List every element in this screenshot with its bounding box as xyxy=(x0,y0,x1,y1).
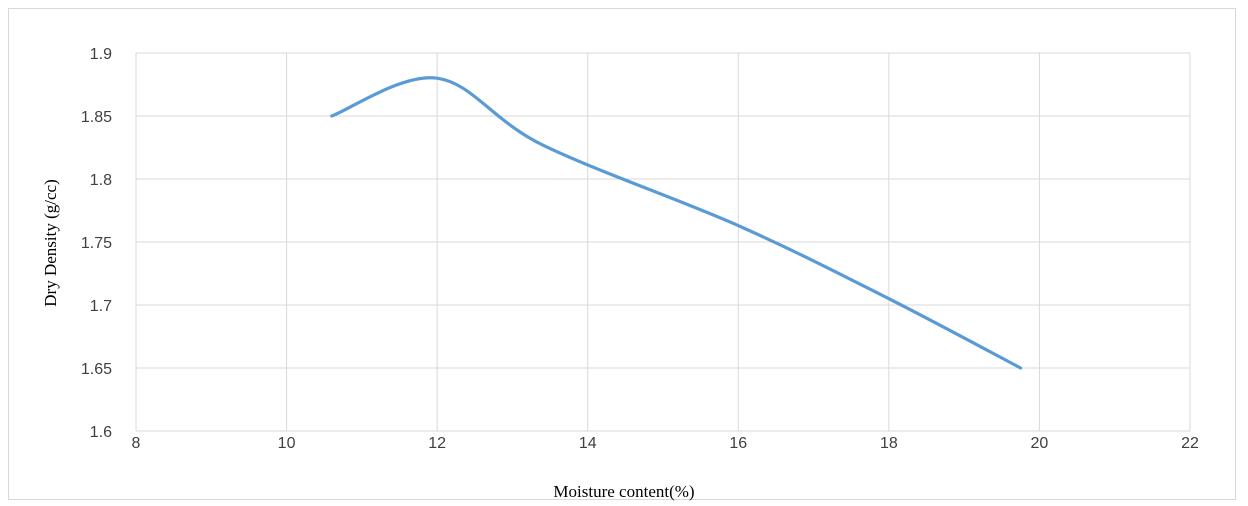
series-line xyxy=(330,76,1023,370)
x-tick-label: 12 xyxy=(428,435,446,452)
x-tick-label: 10 xyxy=(278,435,296,452)
x-axis-ticks: 8 10 12 14 16 18 20 22 xyxy=(132,435,1199,452)
y-tick-label: 1.8 xyxy=(90,172,112,189)
y-tick-label: 1.65 xyxy=(81,361,112,378)
x-tick-label: 14 xyxy=(579,435,597,452)
y-axis-ticks: 1.6 1.65 1.7 1.75 1.8 1.85 1.9 xyxy=(81,46,112,441)
gridlines xyxy=(135,52,1191,432)
x-tick-label: 8 xyxy=(132,435,141,452)
x-tick-label: 18 xyxy=(880,435,898,452)
y-tick-label: 1.6 xyxy=(90,424,112,441)
x-tick-label: 16 xyxy=(729,435,747,452)
chart-frame xyxy=(8,8,1236,500)
x-tick-label: 22 xyxy=(1181,435,1199,452)
y-tick-label: 1.9 xyxy=(90,46,112,63)
series-group xyxy=(330,76,1023,370)
y-tick-label: 1.75 xyxy=(81,235,112,252)
x-axis-label: Moisture content(%) xyxy=(553,482,694,501)
y-tick-label: 1.7 xyxy=(90,298,112,315)
x-tick-label: 20 xyxy=(1031,435,1049,452)
y-tick-label: 1.85 xyxy=(81,109,112,126)
y-axis-label: Dry Density (g/cc) xyxy=(41,179,60,306)
